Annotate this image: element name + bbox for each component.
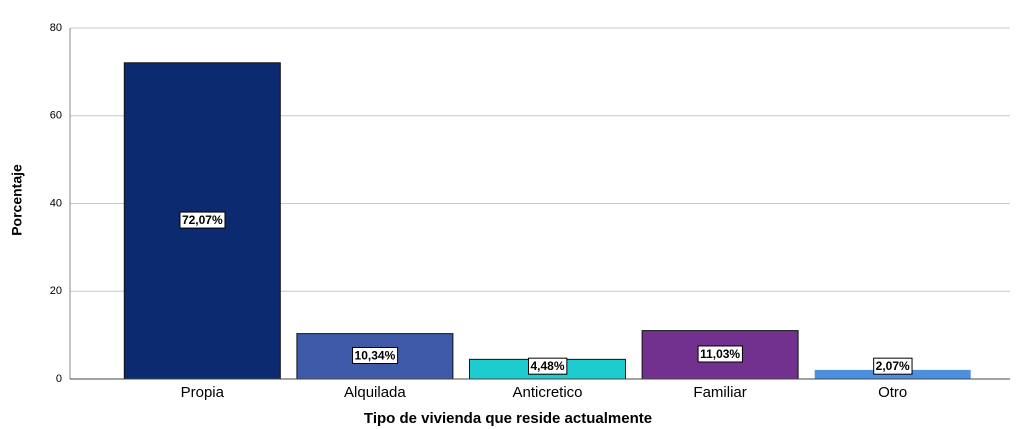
y-tick-label: 20 xyxy=(50,285,62,297)
x-tick-label: Anticretico xyxy=(512,384,582,401)
value-label: 10,34% xyxy=(355,348,396,362)
value-label: 11,03% xyxy=(700,347,740,361)
value-label: 2,07% xyxy=(876,359,910,373)
value-label-box xyxy=(179,211,226,229)
value-label: 4,48% xyxy=(530,359,564,373)
y-tick-label: 0 xyxy=(56,373,62,385)
y-tick-label: 60 xyxy=(50,110,62,122)
y-axis-title: Porcentaje xyxy=(9,164,25,236)
value-label-box xyxy=(352,346,399,364)
y-tick-label: 80 xyxy=(50,22,62,34)
x-tick-label: Otro xyxy=(878,384,907,401)
x-tick-label: Propia xyxy=(181,384,225,401)
x-tick-label: Familiar xyxy=(693,384,746,401)
y-tick-label: 40 xyxy=(50,197,62,209)
x-axis-title: Tipo de vivienda que reside actualmente xyxy=(364,410,652,427)
value-label-box xyxy=(527,357,568,375)
value-label: 72,07% xyxy=(182,213,223,227)
value-label-box xyxy=(873,357,913,375)
x-tick-label: Alquilada xyxy=(344,384,406,401)
value-label-box xyxy=(697,345,743,363)
